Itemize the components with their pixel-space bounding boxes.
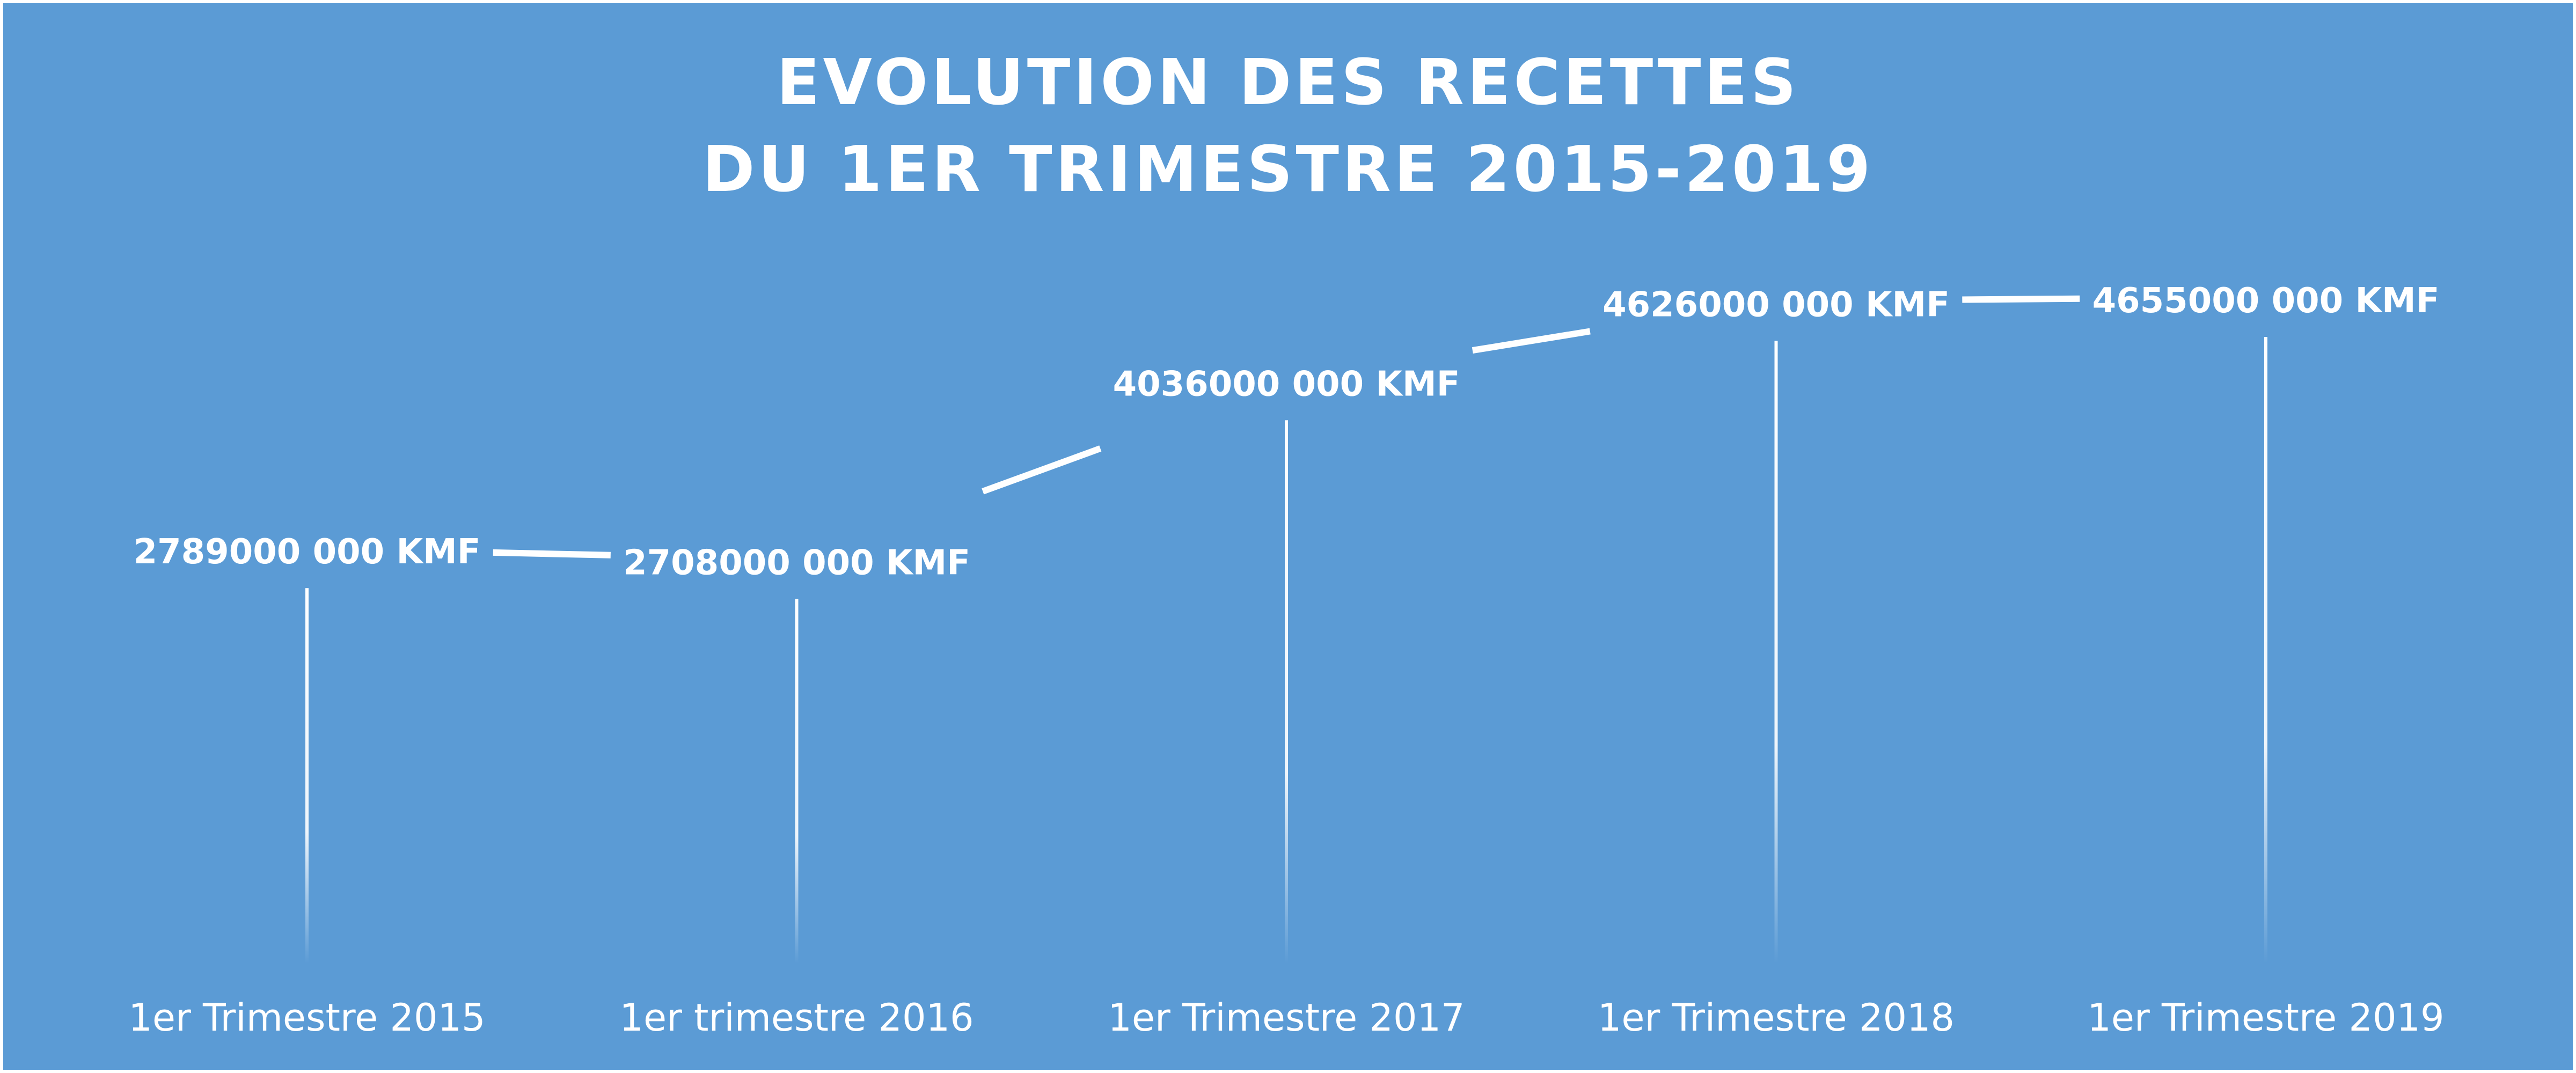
chart-title-line-1: EVOLUTION DES RECETTES bbox=[777, 45, 1799, 119]
drop-line bbox=[2264, 337, 2267, 964]
category-label: 1er Trimestre 2019 bbox=[2087, 996, 2444, 1040]
drop-lines bbox=[305, 337, 2267, 964]
series-segment bbox=[493, 549, 611, 558]
drop-line bbox=[1774, 341, 1778, 964]
category-label: 1er Trimestre 2017 bbox=[1108, 996, 1465, 1040]
category-label: 1er Trimestre 2018 bbox=[1598, 996, 1955, 1040]
data-label: 2789000 000 KMF bbox=[134, 532, 481, 572]
series-line bbox=[493, 295, 2080, 558]
category-labels: 1er Trimestre 2015 1er trimestre 2016 1er … bbox=[128, 996, 2444, 1040]
drop-line bbox=[1285, 420, 1288, 964]
category-label: 1er Trimestre 2015 bbox=[128, 996, 485, 1040]
data-labels: 2789000 000 KMF 2708000 000 KMF 4036000 00… bbox=[134, 281, 2440, 583]
series-segment bbox=[982, 445, 1102, 495]
chart-panel: EVOLUTION DES RECETTES DU 1ER TRIMESTRE … bbox=[3, 3, 2573, 1070]
data-label: 2708000 000 KMF bbox=[623, 543, 970, 583]
data-label: 4655000 000 KMF bbox=[2092, 281, 2440, 321]
data-label: 4626000 000 KMF bbox=[1602, 285, 1950, 325]
chart-svg: EVOLUTION DES RECETTES DU 1ER TRIMESTRE … bbox=[3, 3, 2573, 1070]
data-label: 4036000 000 KMF bbox=[1113, 364, 1460, 404]
drop-line bbox=[795, 599, 799, 964]
category-label: 1er trimestre 2016 bbox=[619, 996, 974, 1040]
drop-line bbox=[305, 588, 309, 964]
series-segment bbox=[1472, 328, 1591, 354]
series-segment bbox=[1962, 295, 2080, 303]
chart-title-line-2: DU 1ER TRIMESTRE 2015-2019 bbox=[702, 132, 1874, 206]
